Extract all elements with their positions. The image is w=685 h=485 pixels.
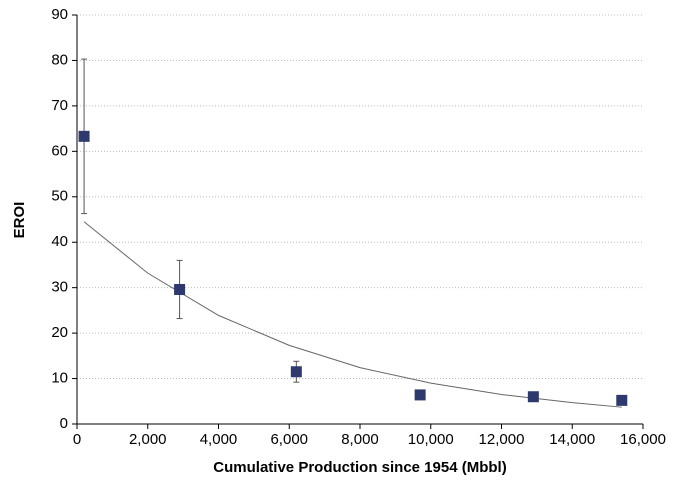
point xyxy=(527,391,539,403)
x-tick-label: 14,000 xyxy=(549,431,595,448)
point xyxy=(290,366,302,378)
y-tick-label: 80 xyxy=(51,51,68,68)
y-tick-label: 40 xyxy=(51,233,68,250)
x-tick-label: 8,000 xyxy=(341,431,379,448)
point xyxy=(78,130,90,142)
y-tick-label: 90 xyxy=(51,6,68,23)
y-tick-label: 30 xyxy=(51,279,68,296)
y-tick-label: 10 xyxy=(51,370,68,387)
trendline xyxy=(83,221,622,408)
x-axis-title: Cumulative Production since 1954 (Mbbl) xyxy=(213,459,506,476)
x-tick-label: 12,000 xyxy=(479,431,525,448)
y-axis-title: EROI xyxy=(11,202,28,239)
x-tick-label: 10,000 xyxy=(408,431,454,448)
x-tick-label: 2,000 xyxy=(129,431,167,448)
point xyxy=(414,389,426,401)
y-tick-label: 60 xyxy=(51,142,68,159)
y-tick-label: 0 xyxy=(60,415,68,432)
x-tick-label: 16,000 xyxy=(620,431,666,448)
x-tick-label: 4,000 xyxy=(200,431,238,448)
point xyxy=(616,394,628,406)
y-tick-label: 50 xyxy=(51,188,68,205)
x-tick-label: 6,000 xyxy=(270,431,308,448)
y-tick-label: 20 xyxy=(51,324,68,341)
y-tick-label: 70 xyxy=(51,97,68,114)
point xyxy=(174,283,186,295)
x-tick-label: 0 xyxy=(73,431,81,448)
